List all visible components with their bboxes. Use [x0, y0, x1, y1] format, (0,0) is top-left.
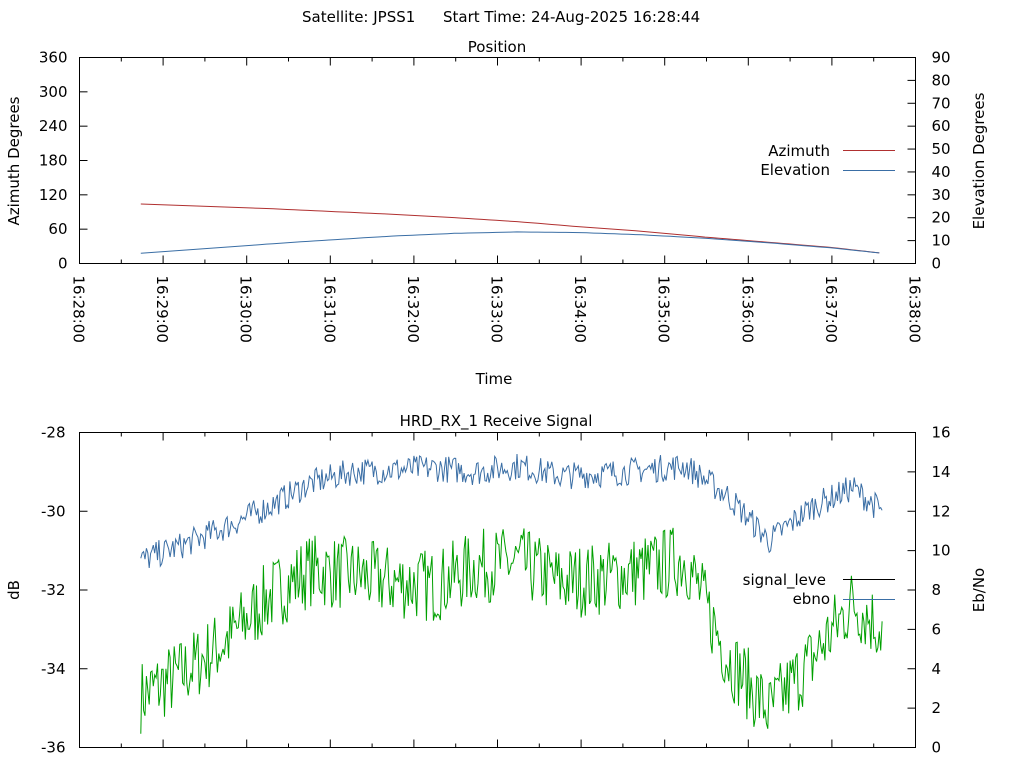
position-x-tick-label: 16:30:00	[237, 276, 255, 343]
signal-y2-tick-label: 8	[932, 581, 942, 599]
signal-y2-tick-label: 12	[932, 502, 951, 520]
signal-y2-tick-label: 2	[932, 699, 942, 717]
signal-chart: HRD_RX_1 Receive Signal -36-34-32-30-28 …	[5, 412, 988, 757]
signal-y-ticks: -36 -34 -32 -30 -28	[41, 424, 88, 757]
position-y2-tick-label: 60	[932, 117, 951, 135]
position-x-tick-label: 16:35:00	[655, 276, 673, 343]
position-x-tick-label: 16:32:00	[404, 276, 422, 343]
signal-y-tick-label: -36	[41, 739, 66, 757]
position-y-tick-label: 300	[39, 83, 68, 101]
signal-y-axis-label: dB	[5, 580, 23, 600]
signal-y2-tick-label: 16	[932, 424, 951, 442]
legend-ebno-label: ebno	[793, 590, 830, 608]
position-y2-tick-label: 80	[932, 71, 951, 89]
elevation-series-line	[140, 231, 880, 254]
position-x-tick-label: 16:34:00	[571, 276, 589, 343]
position-y-tick-label: 120	[39, 186, 68, 204]
signal-x-ticks	[79, 432, 916, 748]
signal-y-tick-label: -28	[41, 424, 66, 442]
position-y2-tick-label: 20	[932, 209, 951, 227]
position-y-axis-label: Azimuth Degrees	[5, 96, 23, 225]
signal-y2-ticks: 0 2 4 6 8 10 12 14 16	[907, 424, 951, 757]
position-y-tick-label: 0	[58, 255, 68, 273]
position-series	[140, 203, 880, 254]
position-y2-tick-label: 10	[932, 232, 951, 250]
position-x-tick-label: 16:31:00	[320, 276, 338, 343]
position-y2-tick-label: 40	[932, 163, 951, 181]
signal-y-tick-label: -34	[41, 660, 66, 678]
position-y2-tick-label: 90	[932, 49, 951, 67]
signal-plot-frame	[79, 432, 916, 748]
position-x-tick-label: 16:28:00	[70, 276, 88, 343]
position-y-tick-label: 240	[39, 117, 68, 135]
position-x-axis-label: Time	[475, 370, 513, 388]
signal-y2-axis-label: Eb/No	[970, 568, 988, 612]
position-x-tick-label: 16:29:00	[153, 276, 171, 343]
signal-y-tick-label: -32	[41, 581, 66, 599]
position-y2-tick-label: 30	[932, 186, 951, 204]
position-y-ticks: 0 60 120 180 240 300 360	[39, 49, 88, 273]
position-y2-tick-label: 70	[932, 94, 951, 112]
position-legend: Azimuth Elevation	[760, 142, 895, 179]
position-x-tick-label: 16:33:00	[488, 276, 506, 343]
signal-chart-title: HRD_RX_1 Receive Signal	[400, 412, 593, 431]
legend-azimuth-label: Azimuth	[768, 142, 830, 160]
position-y-tick-label: 180	[39, 152, 68, 170]
signal-y-tick-label: -30	[41, 502, 66, 520]
signal-legend: signal_leve ebno	[743, 571, 895, 608]
signal-y2-tick-label: 4	[932, 660, 942, 678]
start-time-label: Start Time: 24-Aug-2025 16:28:44	[443, 8, 700, 26]
position-chart: Position 16:28:00 16:29:00 16:30:00 16:31:0…	[5, 38, 988, 388]
legend-signal-level-label: signal_leve	[743, 571, 826, 590]
position-chart-title: Position	[468, 38, 526, 56]
position-y2-axis-label: Elevation Degrees	[970, 92, 988, 229]
position-y2-tick-label: 50	[932, 140, 951, 158]
position-x-tick-label: 16:38:00	[906, 276, 924, 343]
position-x-ticks: 16:28:00 16:29:00 16:30:00 16:31:00 16:32:00…	[70, 57, 924, 343]
position-x-tick-label: 16:36:00	[738, 276, 756, 343]
position-x-tick-label: 16:37:00	[822, 276, 840, 343]
position-y-tick-label: 60	[48, 220, 67, 238]
position-y2-tick-label: 0	[932, 255, 942, 273]
signal-y2-tick-label: 0	[932, 739, 942, 757]
signal-y2-tick-label: 6	[932, 620, 942, 638]
signal-y2-tick-label: 10	[932, 542, 951, 560]
ebno-series-line	[140, 453, 883, 568]
signal-y2-tick-label: 14	[932, 463, 951, 481]
azimuth-series-line	[140, 203, 880, 254]
legend-elevation-label: Elevation	[760, 161, 830, 179]
satellite-label: Satellite: JPSS1	[302, 8, 415, 26]
position-y2-ticks: 0 10 20 30 40 50 60 70 80 90	[907, 49, 951, 273]
position-y-tick-label: 360	[39, 49, 68, 67]
signal-level-green-series-line	[140, 527, 883, 734]
signal-series	[140, 453, 883, 734]
